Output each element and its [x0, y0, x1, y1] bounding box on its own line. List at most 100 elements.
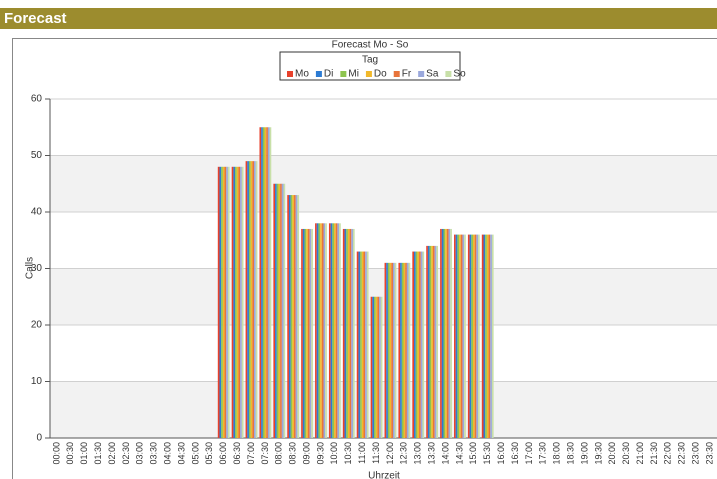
- bar: [259, 127, 262, 438]
- x-tick-label: 01:00: [79, 442, 89, 465]
- bar: [323, 223, 326, 438]
- bar: [226, 166, 228, 439]
- legend-swatch: [393, 71, 400, 77]
- bar: [408, 262, 411, 438]
- bar: [427, 245, 430, 438]
- bar: [309, 228, 312, 438]
- x-tick-label: 01:30: [93, 442, 103, 465]
- bar: [394, 262, 397, 438]
- bar: [276, 183, 279, 438]
- x-tick-label: 04:00: [162, 442, 172, 465]
- bar: [443, 228, 446, 438]
- bar: [363, 251, 366, 438]
- bar: [311, 228, 313, 438]
- x-tick-label: 05:30: [204, 442, 214, 465]
- bar: [321, 223, 324, 438]
- bar: [389, 262, 392, 438]
- x-tick-label: 09:00: [301, 442, 311, 465]
- bar: [361, 251, 364, 438]
- x-tick-label: 08:30: [288, 442, 298, 465]
- bar: [472, 234, 475, 438]
- x-tick-label: 15:30: [482, 442, 492, 465]
- bar: [426, 245, 428, 438]
- bar: [339, 223, 341, 438]
- bar: [446, 228, 449, 438]
- bar: [462, 234, 465, 438]
- bar: [347, 228, 350, 438]
- legend-swatch: [365, 71, 372, 77]
- bar: [454, 234, 456, 438]
- x-tick-label: 14:30: [454, 442, 464, 465]
- bar: [238, 166, 241, 439]
- bar: [248, 161, 251, 438]
- bar: [264, 127, 267, 438]
- x-tick-label: 06:30: [232, 442, 242, 465]
- bar: [436, 245, 439, 438]
- bar: [403, 262, 406, 438]
- bar: [227, 166, 230, 439]
- x-tick-label: 06:00: [218, 442, 228, 465]
- bar: [483, 234, 486, 438]
- bar: [278, 183, 281, 438]
- bar: [349, 228, 352, 438]
- bar: [290, 195, 293, 438]
- bar: [370, 296, 373, 438]
- x-tick-label: 17:30: [538, 442, 548, 465]
- x-tick-label: 11:00: [357, 442, 367, 464]
- bar: [332, 223, 335, 438]
- x-tick-label: 03:30: [149, 442, 159, 465]
- x-tick-label: 18:30: [565, 442, 575, 465]
- bar: [325, 223, 327, 438]
- bar: [301, 228, 303, 438]
- bar: [391, 262, 393, 438]
- bar: [275, 183, 277, 438]
- bar: [280, 183, 282, 438]
- bar: [387, 262, 390, 438]
- bar: [307, 228, 310, 438]
- x-tick-label: 18:00: [552, 442, 562, 465]
- x-tick-label: 14:00: [440, 442, 450, 465]
- x-tick-label: 00:00: [51, 442, 61, 465]
- bar: [476, 234, 479, 438]
- bar: [457, 234, 460, 438]
- y-tick-label: 40: [31, 207, 43, 218]
- y-axis-label: Calls: [25, 257, 36, 279]
- bar: [320, 223, 322, 438]
- bar: [254, 161, 256, 438]
- bar: [288, 195, 291, 438]
- x-tick-label: 16:00: [496, 442, 506, 465]
- bar: [366, 251, 369, 438]
- bar: [346, 228, 348, 438]
- bar: [262, 127, 265, 438]
- bar: [415, 251, 418, 438]
- bar: [281, 183, 284, 438]
- bar: [217, 166, 220, 439]
- x-tick-label: 07:00: [246, 442, 256, 465]
- legend-title: Tag: [362, 55, 378, 66]
- bar: [365, 251, 367, 438]
- grid-band: [50, 381, 717, 438]
- bar: [460, 234, 463, 438]
- bar: [429, 245, 432, 438]
- bar: [401, 262, 404, 438]
- y-tick-label: 60: [31, 94, 43, 105]
- bar: [417, 251, 420, 438]
- x-tick-label: 17:00: [524, 442, 534, 465]
- x-tick-label: 04:30: [176, 442, 186, 465]
- x-tick-label: 13:30: [427, 442, 437, 465]
- bar: [360, 251, 362, 438]
- x-tick-label: 02:00: [107, 442, 117, 465]
- bar: [471, 234, 473, 438]
- grid-band: [50, 268, 717, 325]
- bar: [491, 234, 494, 438]
- x-axis-label: Uhrzeit: [368, 471, 400, 479]
- bar: [405, 262, 407, 438]
- bar: [420, 251, 423, 438]
- y-tick-label: 20: [31, 320, 43, 331]
- legend-swatch: [340, 71, 347, 77]
- bar: [222, 166, 225, 439]
- bar: [306, 228, 308, 438]
- bar: [374, 296, 376, 438]
- bar: [245, 161, 248, 438]
